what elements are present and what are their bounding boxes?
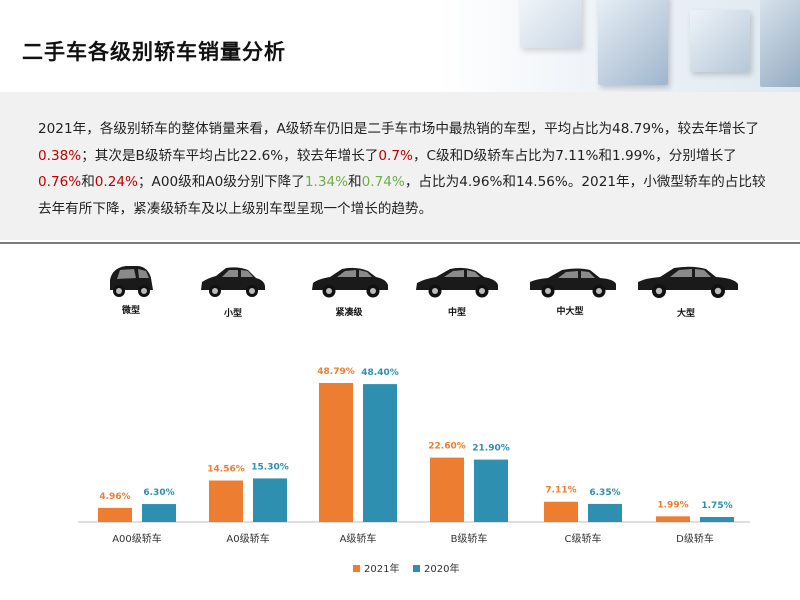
x-tick-label: A00级轿车: [112, 532, 162, 545]
page-title: 二手车各级别轿车销量分析: [22, 40, 286, 64]
summary-text: ；其次是B级轿车平均占比22.6%，较去年增长了: [81, 147, 379, 164]
decorative-cube: [690, 10, 750, 72]
decorative-cube: [760, 0, 800, 87]
micro-car-icon: [110, 266, 153, 297]
increase-value: 0.24%: [94, 174, 138, 190]
x-tick-label: C级轿车: [565, 532, 602, 545]
header-banner: 二手车各级别轿车销量分析: [0, 0, 800, 92]
increase-value: 0.76%: [38, 174, 82, 190]
bar-2020: [363, 384, 397, 522]
bar-2021: [544, 501, 578, 522]
decorative-cube: [598, 0, 668, 85]
summary-panel: [0, 92, 800, 240]
data-label: 1.75%: [701, 501, 732, 511]
x-tick-label: D级轿车: [676, 532, 714, 545]
data-label: 21.90%: [472, 444, 510, 454]
data-label: 15.30%: [251, 462, 289, 472]
bar-2020: [253, 478, 287, 522]
small-car-icon: [201, 267, 265, 297]
summary-text: 和: [348, 174, 362, 190]
data-label: 1.99%: [657, 500, 688, 510]
section-divider: [0, 242, 800, 244]
car-type-label: 紧凑级: [335, 308, 363, 318]
midsize-car-icon: [416, 267, 498, 298]
bar-2020: [142, 504, 176, 522]
data-label: 22.60%: [428, 442, 466, 452]
large-car-icon: [638, 266, 738, 298]
summary-text: ；A00级和A0级分别下降了: [137, 174, 305, 190]
data-label: 6.35%: [589, 488, 620, 498]
bar-2021: [430, 457, 464, 522]
x-tick-label: B级轿车: [451, 532, 488, 545]
bar-2020: [588, 503, 622, 522]
car-type-label: 微型: [121, 306, 140, 316]
summary-text: 和: [81, 174, 95, 190]
bar-2021: [656, 516, 690, 522]
bar-2021: [209, 480, 243, 522]
car-type-label: 小型: [223, 309, 242, 319]
large-midsize-car-icon: [530, 268, 616, 298]
bar-2020: [474, 459, 508, 522]
data-label: 48.79%: [317, 367, 355, 377]
data-label: 6.30%: [143, 488, 174, 498]
legend-label: 2020年: [424, 562, 459, 575]
increase-value: 0.38%: [38, 147, 82, 164]
summary-text: 2021年，各级别轿车的整体销量来看，A级轿车仍旧是二手车市场中最热销的车型，平…: [38, 121, 760, 137]
x-tick-label: A0级轿车: [226, 532, 269, 545]
car-type-label: 大型: [676, 309, 695, 319]
bar-2021: [319, 383, 353, 522]
bar-2021: [98, 507, 132, 522]
car-type-label: 中型: [447, 308, 466, 318]
decorative-cube: [520, 0, 582, 48]
decrease-value: 1.34%: [304, 174, 349, 190]
x-tick-label: A级轿车: [340, 532, 377, 545]
increase-value: 0.7%: [378, 147, 413, 164]
data-label: 14.56%: [207, 465, 245, 475]
legend-swatch: [413, 565, 420, 572]
summary-text: ，占比为4.96%和14.56%。2021年，小微型轿车的占比较去年有所下降，紧…: [38, 174, 766, 217]
data-label: 7.11%: [545, 486, 576, 496]
bar-2020: [700, 517, 734, 522]
decrease-value: 0.74%: [361, 174, 405, 190]
summary-text: ，C级和D级轿车占比为7.11%和1.99%，分别增长了: [412, 147, 737, 164]
legend-label: 2021年: [364, 562, 399, 575]
data-label: 4.96%: [99, 492, 130, 502]
data-label: 48.40%: [361, 368, 399, 378]
compact-car-icon: [312, 267, 388, 298]
legend-swatch: [353, 565, 360, 572]
summary-paragraph: 2021年，各级别轿车的整体销量来看，A级轿车仍旧是二手车市场中最热销的车型，平…: [38, 116, 778, 222]
car-type-label: 中大型: [556, 307, 584, 317]
